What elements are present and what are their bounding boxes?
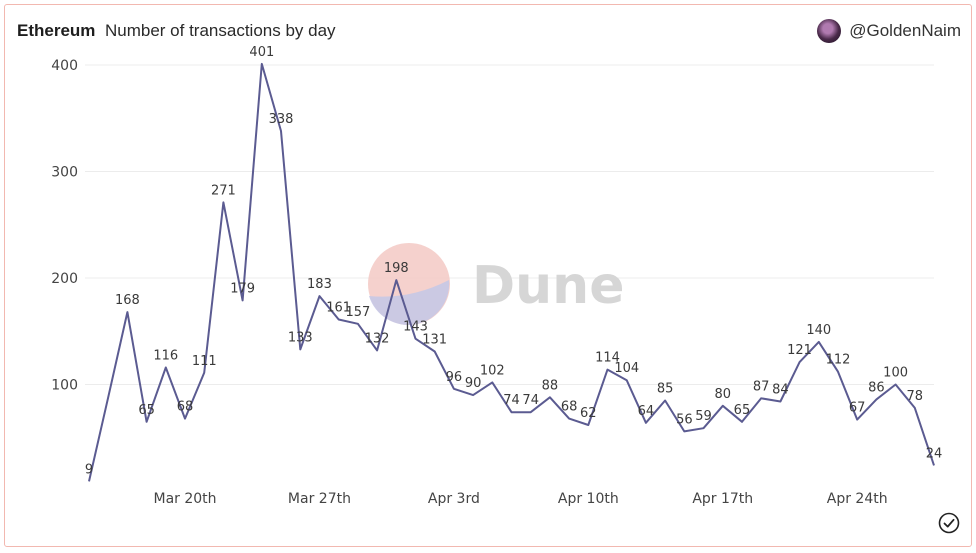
data-label: 74	[522, 393, 539, 408]
x-tick-label: Mar 20th	[153, 491, 216, 507]
data-label: 401	[249, 45, 274, 60]
watermark-text: Dune	[472, 256, 624, 316]
chart-title: Number of transactions by day	[105, 21, 336, 40]
x-tick-label: Apr 17th	[692, 491, 753, 507]
gridlines	[85, 64, 934, 385]
chart-card: Ethereum Number of transactions by day @…	[4, 4, 972, 547]
data-label: 80	[714, 387, 731, 402]
check-circle-icon[interactable]	[938, 512, 960, 534]
data-label: 104	[614, 361, 639, 376]
data-label: 64	[638, 404, 655, 419]
data-label: 179	[230, 281, 255, 296]
data-label: 161	[326, 301, 351, 316]
data-label: 65	[734, 403, 751, 418]
data-label: 114	[595, 351, 620, 366]
data-label: 121	[787, 343, 812, 358]
author-link[interactable]: @GoldenNaim	[817, 19, 961, 43]
y-tick-label: 300	[51, 165, 78, 181]
data-label: 96	[446, 370, 463, 385]
data-label: 88	[542, 378, 559, 393]
x-axis: Mar 20th Mar 27th Apr 3rd Apr 10th Apr 17th A…	[153, 491, 887, 507]
data-label: 84	[772, 383, 789, 398]
y-tick-label: 200	[51, 271, 78, 287]
data-label: 86	[868, 380, 885, 395]
data-label: 131	[422, 332, 447, 347]
y-tick-label: 400	[51, 58, 78, 74]
avatar-icon	[817, 19, 842, 43]
y-axis: 100 200 300 400	[51, 58, 78, 394]
data-label: 87	[753, 379, 770, 394]
data-label: 68	[177, 400, 194, 415]
data-label: 100	[883, 366, 908, 381]
data-label: 62	[580, 406, 597, 421]
data-label: 85	[657, 381, 674, 396]
data-label: 78	[907, 389, 924, 404]
data-label: 168	[115, 293, 140, 308]
x-tick-label: Apr 24th	[827, 491, 888, 507]
data-label: 140	[806, 323, 831, 338]
data-label: 116	[153, 348, 178, 363]
y-tick-label: 100	[51, 378, 78, 394]
data-label: 338	[269, 112, 294, 127]
author-name: @GoldenNaim	[849, 21, 961, 40]
data-label: 24	[926, 446, 943, 461]
chain-name: Ethereum	[17, 21, 96, 40]
x-tick-label: Mar 27th	[288, 491, 351, 507]
data-label: 67	[849, 401, 866, 416]
x-tick-label: Apr 3rd	[428, 491, 480, 507]
data-label: 133	[288, 330, 313, 345]
data-label: 9	[85, 462, 93, 477]
data-label: 112	[826, 353, 851, 368]
watermark-circle-lower	[369, 280, 450, 325]
data-label: 198	[384, 261, 409, 276]
data-label: 90	[465, 376, 482, 391]
data-label: 74	[503, 393, 520, 408]
chart-header: Ethereum Number of transactions by day @…	[17, 19, 961, 43]
dune-watermark: Dune	[368, 243, 624, 325]
series-line	[88, 62, 935, 482]
data-label: 132	[365, 331, 390, 346]
data-label: 65	[138, 403, 155, 418]
data-label: 271	[211, 183, 236, 198]
data-label: 111	[192, 354, 217, 369]
x-tick-label: Apr 10th	[558, 491, 619, 507]
data-label: 56	[676, 412, 693, 427]
data-label: 183	[307, 277, 332, 292]
data-label: 68	[561, 400, 578, 415]
data-label: 59	[695, 409, 712, 424]
data-label: 143	[403, 320, 428, 335]
data-label: 157	[345, 305, 370, 320]
data-label: 102	[480, 363, 505, 378]
